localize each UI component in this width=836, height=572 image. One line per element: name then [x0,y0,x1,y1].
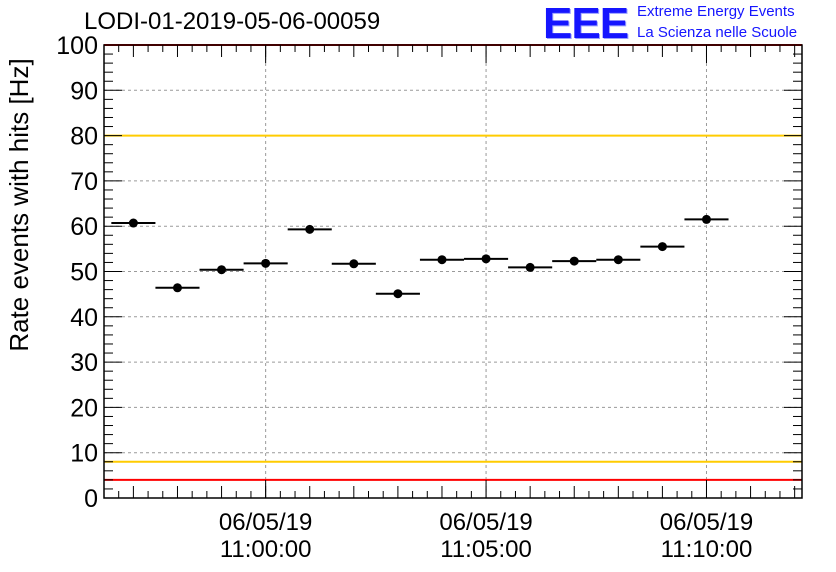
x-tick-date: 06/05/19 [660,509,753,536]
y-tick-label: 40 [70,304,98,332]
y-tick-label: 90 [70,77,98,105]
data-point [525,262,535,272]
data-point [349,259,359,269]
y-tick-label: 80 [70,123,98,151]
y-tick-label: 20 [70,394,98,422]
x-tick-time: 11:05:00 [440,536,532,563]
data-point [613,255,623,265]
y-tick-label: 10 [70,440,98,468]
data-points [111,214,729,299]
y-tick-label: 70 [70,168,98,196]
data-point [172,283,182,293]
eee-logo: EEE [543,0,629,48]
data-point [657,242,667,252]
data-point [481,254,491,264]
data-point [569,256,579,266]
data-point [217,265,227,275]
data-point [261,258,271,268]
data-point [393,289,403,299]
y-tick-label: 60 [70,213,98,241]
grid [104,45,802,498]
x-tick-date: 06/05/19 [219,509,312,536]
x-tick-time: 11:10:00 [661,536,753,563]
tick-labels: 010203040506070809010006/05/1911:00:0006… [56,32,753,563]
y-tick-label: 30 [70,349,98,377]
x-tick-date: 06/05/19 [439,509,532,536]
y-tick-label: 0 [84,485,98,513]
run-title: LODI-01-2019-05-06-00059 [84,8,381,35]
data-point [437,255,447,265]
x-tick-time: 11:00:00 [220,536,312,563]
axis-ticks [103,44,802,499]
y-tick-label: 50 [70,259,98,287]
y-tick-label: 100 [56,32,98,60]
logo-line-1: Extreme Energy Events [637,3,795,20]
reference-lines [104,44,802,481]
data-point [701,214,711,224]
data-point [305,224,315,234]
data-point [128,218,138,228]
logo-line-2: La Scienza nelle Scuole [637,24,798,41]
y-axis-label: Rate events with hits [Hz] [4,58,34,351]
